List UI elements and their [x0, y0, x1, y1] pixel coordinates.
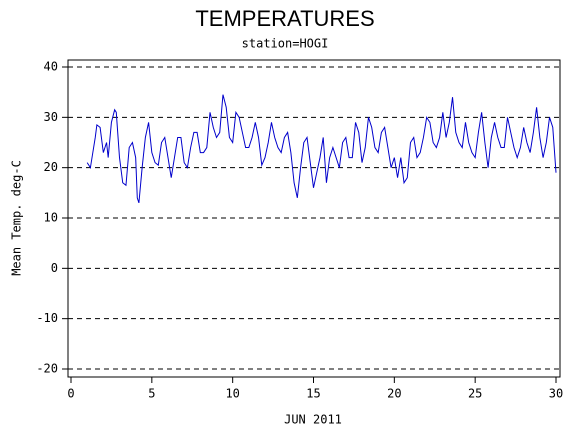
- x-tick-label: 10: [225, 387, 239, 401]
- x-tick-label: 15: [306, 387, 320, 401]
- chart-subtitle: station=HOGI: [242, 37, 329, 51]
- y-tick-label: -10: [36, 311, 58, 325]
- y-tick-label: 40: [44, 60, 58, 74]
- y-axis-label: Mean Temp. deg-C: [10, 160, 24, 276]
- y-tick-label: 0: [51, 261, 58, 275]
- x-tick-label: 25: [468, 387, 482, 401]
- x-tick-label: 20: [387, 387, 401, 401]
- x-tick-label: 5: [148, 387, 155, 401]
- data-line: [86, 94, 557, 204]
- y-tick-label: 10: [44, 211, 58, 225]
- x-tick-label: 30: [549, 387, 563, 401]
- y-tick-label: 20: [44, 160, 58, 174]
- x-axis-label: JUN 2011: [284, 413, 342, 427]
- y-tick-label: 30: [44, 110, 58, 124]
- x-tick-label: 0: [67, 387, 74, 401]
- chart-title: TEMPERATURES: [195, 6, 374, 31]
- y-tick-label: -20: [36, 362, 58, 376]
